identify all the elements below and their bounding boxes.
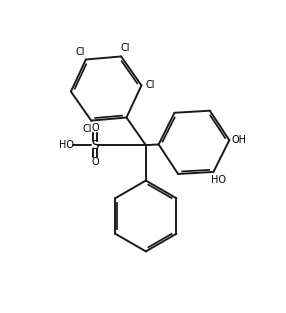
- Text: HO: HO: [211, 175, 227, 185]
- Text: HO: HO: [59, 140, 74, 150]
- Text: O: O: [91, 123, 99, 133]
- Text: OH: OH: [232, 135, 247, 145]
- Text: Cl: Cl: [83, 124, 92, 134]
- Text: S: S: [91, 139, 99, 152]
- Text: Cl: Cl: [146, 80, 155, 90]
- Text: Cl: Cl: [76, 47, 86, 57]
- Text: Cl: Cl: [120, 43, 130, 53]
- Text: O: O: [91, 157, 99, 167]
